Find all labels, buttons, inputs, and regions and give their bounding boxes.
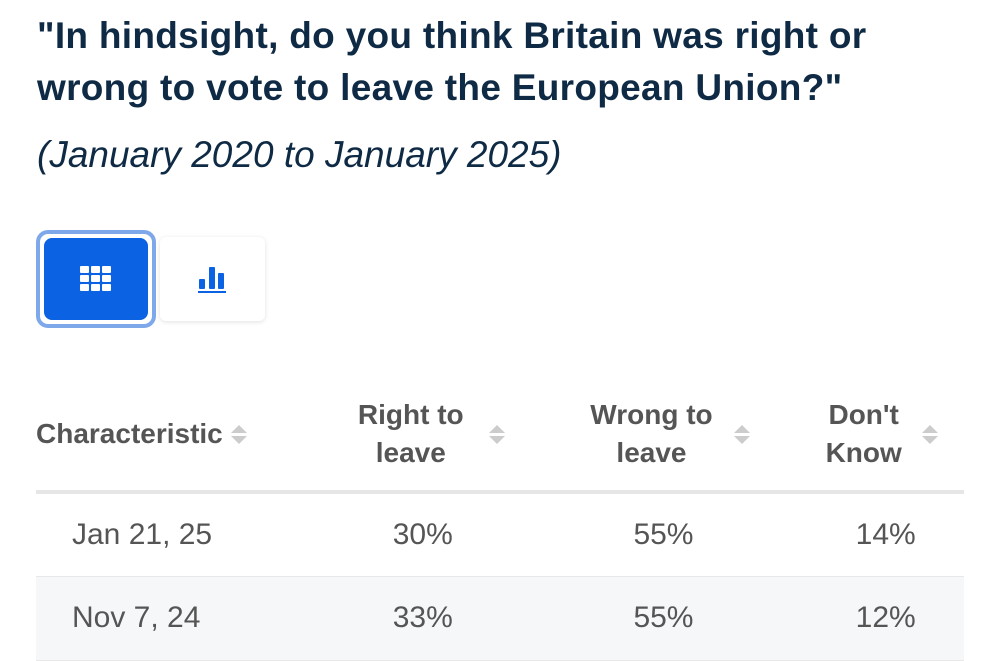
- data-table: Characteristic Right to leave Wrong to l…: [36, 378, 964, 661]
- chart-view-button[interactable]: [160, 237, 265, 321]
- header-label: Wrong to leave: [590, 399, 713, 468]
- cell-dont-know: 14%: [787, 492, 964, 577]
- cell-date: Nov 7, 24: [36, 576, 306, 661]
- bar-chart-icon: [197, 267, 226, 293]
- header-label: Right to leave: [357, 399, 464, 468]
- column-header-wrong-to-leave[interactable]: Wrong to leave: [539, 378, 788, 494]
- column-header-dont-know[interactable]: Don't Know: [787, 378, 964, 494]
- cell-wrong: 55%: [539, 576, 788, 661]
- header-label: Characteristic: [36, 418, 223, 449]
- sort-icon: [488, 424, 505, 444]
- cell-right: 30%: [306, 492, 540, 577]
- column-header-right-to-leave[interactable]: Right to leave: [306, 378, 540, 494]
- cell-date: Jan 21, 25: [36, 492, 306, 577]
- grid-icon: [80, 266, 111, 291]
- header-label: Don't Know: [825, 399, 902, 468]
- page-title: "In hindsight, do you think Britain was …: [37, 15, 867, 108]
- sort-icon: [734, 424, 751, 444]
- column-header-characteristic[interactable]: Characteristic: [36, 378, 306, 494]
- sort-icon: [921, 424, 938, 444]
- cell-right: 33%: [306, 576, 540, 661]
- page-subtitle: (January 2020 to January 2025): [37, 134, 562, 175]
- cell-dont-know: 12%: [787, 576, 964, 661]
- table-row: Nov 7, 24 33% 55% 12%: [36, 576, 964, 661]
- table-view-button[interactable]: [36, 230, 156, 328]
- cell-wrong: 55%: [539, 492, 788, 577]
- sort-icon: [230, 424, 247, 444]
- table-row: Jan 21, 25 30% 55% 14%: [36, 492, 964, 577]
